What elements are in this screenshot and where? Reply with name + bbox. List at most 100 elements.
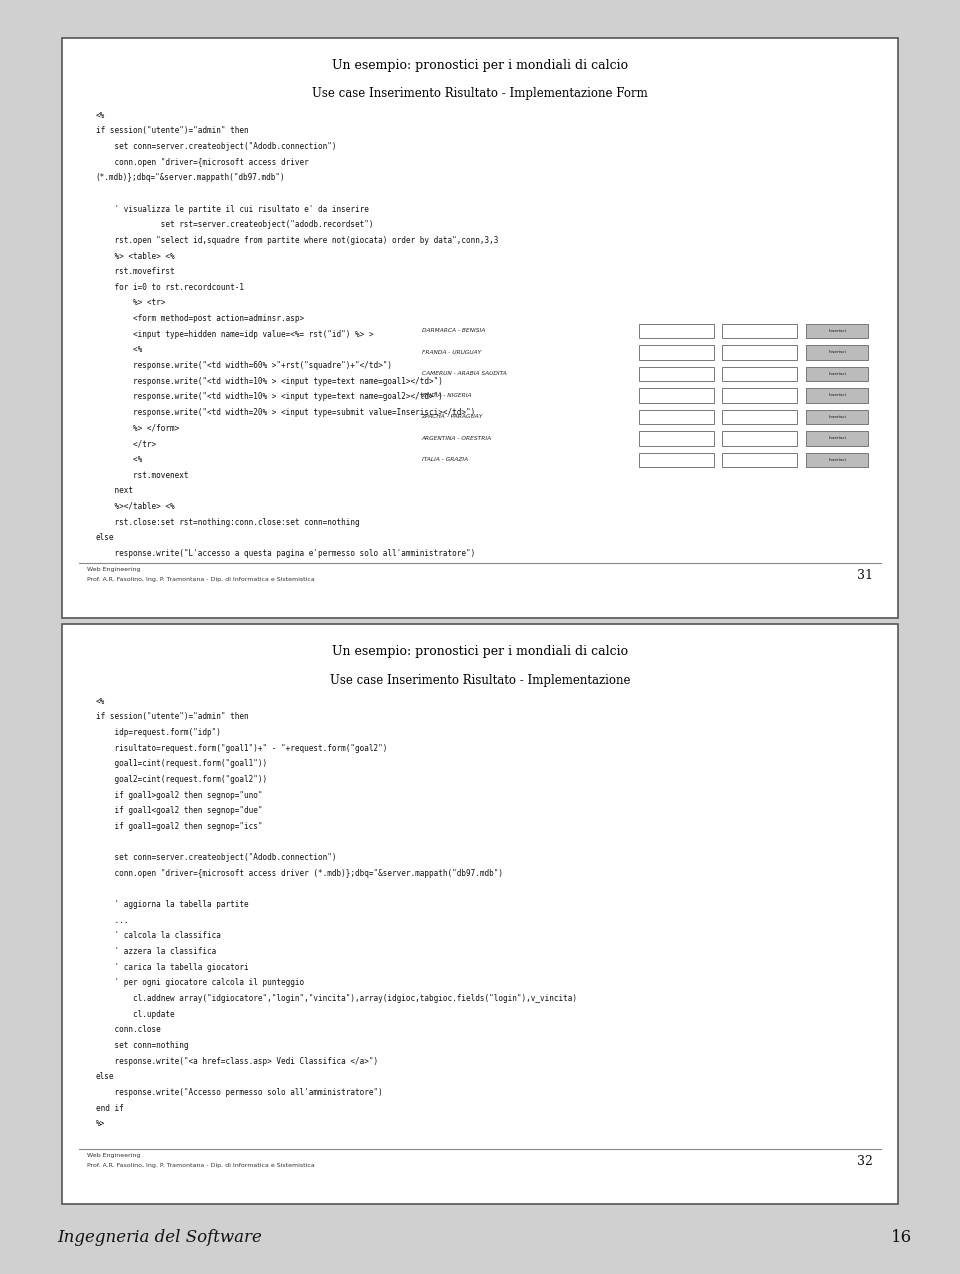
Bar [638,324,714,339]
Bar [722,452,798,468]
Bar [722,410,798,424]
Bar [722,431,798,446]
Text: set conn=nothing: set conn=nothing [96,1041,188,1050]
Text: Un esempio: pronostici per i mondiali di calcio: Un esempio: pronostici per i mondiali di… [332,59,628,71]
Text: response.write("<td width=10% > <input type=text name=goal2></td>"): response.write("<td width=10% > <input t… [96,392,443,401]
Text: rst.open "select id,squadre from partite where not(giocata) order by data",conn,: rst.open "select id,squadre from partite… [96,236,498,245]
Text: if session("utente")="admin" then: if session("utente")="admin" then [96,126,249,135]
Text: set conn=server.createobject("Adodb.connection"): set conn=server.createobject("Adodb.conn… [96,141,336,152]
Bar [722,345,798,361]
Text: </tr>: </tr> [96,440,156,448]
Text: risultato=request.form("goal1")+" - "+request.form("goal2"): risultato=request.form("goal1")+" - "+re… [96,744,387,753]
Text: cl.update: cl.update [96,1010,175,1019]
Text: 32: 32 [856,1154,873,1168]
Text: ' visualizza le partite il cui risultato e' da inserire: ' visualizza le partite il cui risultato… [96,205,369,214]
Bar [638,345,714,361]
Text: rst.movenext: rst.movenext [96,470,188,479]
Text: %>: %> [96,1120,105,1129]
Text: ...: ... [96,916,129,925]
Text: end if: end if [96,1103,124,1112]
Text: <form method=post action=adminsr.asp>: <form method=post action=adminsr.asp> [96,315,304,324]
Text: response.write("<td width=10% > <input type=text name=goal1></td>"): response.write("<td width=10% > <input t… [96,377,443,386]
Text: Web Engineering: Web Engineering [87,1153,141,1158]
Text: Un esempio: pronostici per i mondiali di calcio: Un esempio: pronostici per i mondiali di… [332,645,628,657]
Bar [805,345,869,361]
Text: else: else [96,1073,114,1082]
Text: Use case Inserimento Risultato - Implementazione Form: Use case Inserimento Risultato - Impleme… [312,88,648,101]
Text: conn.open "driver={microsoft access driver (*.mdb)};dbq="&server.mappath("db97.m: conn.open "driver={microsoft access driv… [96,869,503,878]
Text: DARMARCA - BENISIA: DARMARCA - BENISIA [421,329,485,334]
Bar [638,367,714,381]
Text: ' azzera la classifica: ' azzera la classifica [96,947,216,956]
Text: Prof. A.R. Fasolino, Ing. P. Tramontana - Dip. di Informatica e Sistemistica: Prof. A.R. Fasolino, Ing. P. Tramontana … [87,577,315,582]
Text: ZPACHA - PARAGUAY: ZPACHA - PARAGUAY [421,414,483,419]
Text: rst.close:set rst=nothing:conn.close:set conn=nothing: rst.close:set rst=nothing:conn.close:set… [96,517,359,526]
Text: <%: <% [96,455,142,464]
Text: <input type=hidden name=idp value=<%= rst("id") %> >: <input type=hidden name=idp value=<%= rs… [96,330,373,339]
Text: %> <tr>: %> <tr> [96,298,165,307]
Text: ITALIA - GRAZIA: ITALIA - GRAZIA [421,457,468,462]
Bar [805,324,869,339]
Text: if session("utente")="admin" then: if session("utente")="admin" then [96,712,249,721]
Text: %> <table> <%: %> <table> <% [96,251,175,261]
Text: idp=request.form("idp"): idp=request.form("idp") [96,727,221,738]
Text: if goal1>goal2 then segnop="uno": if goal1>goal2 then segnop="uno" [96,791,262,800]
Text: <%: <% [96,697,105,706]
Text: Ingegneria del Software: Ingegneria del Software [58,1229,262,1246]
Text: response.write("<td width=60% >"+rst("squadre")+"</td>"): response.write("<td width=60% >"+rst("sq… [96,361,392,369]
Text: ARGENTINA - ORESTRIA: ARGENTINA - ORESTRIA [421,436,492,441]
Text: ' calcola la classifica: ' calcola la classifica [96,931,221,940]
Text: rst.movefirst: rst.movefirst [96,268,175,276]
Text: %></table> <%: %></table> <% [96,502,175,511]
Text: Inserisci: Inserisci [828,372,847,376]
Bar [805,389,869,403]
Bar [638,410,714,424]
Text: Inserisci: Inserisci [828,350,847,354]
Text: set conn=server.createobject("Adodb.connection"): set conn=server.createobject("Adodb.conn… [96,854,336,862]
Text: 31: 31 [856,568,873,582]
Text: ZINDIA - NIGERIA: ZINDIA - NIGERIA [421,392,472,397]
Text: response.write("<td width=20% > <input type=submit value=Inserisci></td>"): response.write("<td width=20% > <input t… [96,408,475,417]
Bar [722,367,798,381]
Text: Inserisci: Inserisci [828,394,847,397]
Text: if goal1<goal2 then segnop="due": if goal1<goal2 then segnop="due" [96,806,262,815]
Text: if goal1=goal2 then segnop="ics": if goal1=goal2 then segnop="ics" [96,822,262,831]
Text: goal2=cint(request.form("goal2")): goal2=cint(request.form("goal2")) [96,775,267,784]
Text: conn.open "driver={microsoft access driver: conn.open "driver={microsoft access driv… [96,158,308,167]
Text: set rst=server.createobject("adodb.recordset"): set rst=server.createobject("adodb.recor… [96,220,373,229]
Bar [805,410,869,424]
Text: Inserisci: Inserisci [828,436,847,441]
Bar [638,389,714,403]
Text: response.write("Accesso permesso solo all'amministratore"): response.write("Accesso permesso solo al… [96,1088,382,1097]
Text: cl.addnew array("idgiocatore","login","vincita"),array(idgioc,tabgioc.fields("lo: cl.addnew array("idgiocatore","login","v… [96,994,577,1003]
Text: goal1=cint(request.form("goal1")): goal1=cint(request.form("goal1")) [96,759,267,768]
Text: Inserisci: Inserisci [828,457,847,461]
Bar [638,431,714,446]
Text: Prof. A.R. Fasolino, Ing. P. Tramontana - Dip. di Informatica e Sistemistica: Prof. A.R. Fasolino, Ing. P. Tramontana … [87,1163,315,1168]
Text: ' aggiorna la tabella partite: ' aggiorna la tabella partite [96,901,249,910]
Text: (*.mdb)};dbq="&server.mappath("db97.mdb"): (*.mdb)};dbq="&server.mappath("db97.mdb"… [96,173,285,182]
Text: Inserisci: Inserisci [828,329,847,333]
Text: Use case Inserimento Risultato - Implementazione: Use case Inserimento Risultato - Impleme… [329,674,631,687]
Bar [805,431,869,446]
Bar [638,452,714,468]
Text: for i=0 to rst.recordcount-1: for i=0 to rst.recordcount-1 [96,283,244,292]
Text: <%: <% [96,345,142,354]
Text: conn.close: conn.close [96,1026,160,1034]
Text: Web Engineering: Web Engineering [87,567,141,572]
Text: response.write("<a href=class.asp> Vedi Classifica </a>"): response.write("<a href=class.asp> Vedi … [96,1056,378,1065]
Bar [722,324,798,339]
Bar [722,389,798,403]
Text: 16: 16 [891,1229,912,1246]
Text: Inserisci: Inserisci [828,415,847,419]
Text: %> </form>: %> </form> [96,424,180,433]
Text: FRANDA - URUGUAY: FRANDA - URUGUAY [421,350,481,355]
Text: else: else [96,534,114,543]
Text: <%: <% [96,111,105,120]
Text: CAMERUN - ARABIA SAUDITA: CAMERUN - ARABIA SAUDITA [421,371,506,376]
Text: ' per ogni giocatore calcola il punteggio: ' per ogni giocatore calcola il punteggi… [96,978,304,987]
Text: next: next [96,487,132,496]
Text: ' carica la tabella giocatori: ' carica la tabella giocatori [96,963,249,972]
Bar [805,452,869,468]
Bar [805,367,869,381]
